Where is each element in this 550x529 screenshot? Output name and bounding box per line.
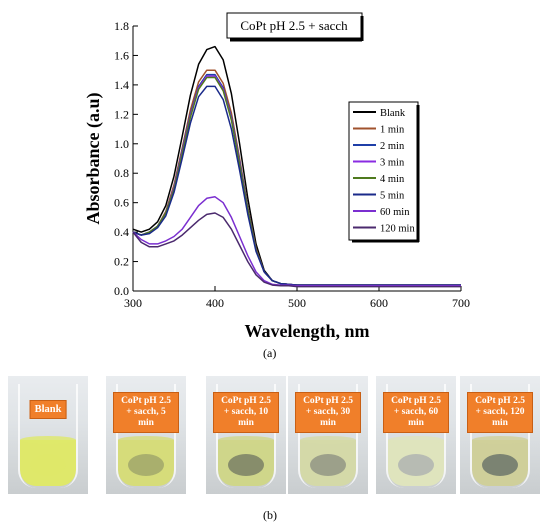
y-tick-label: 1.8 — [114, 19, 129, 33]
vial-photo: CoPt pH 2.5 + sacch, 30 min — [288, 376, 368, 494]
legend-entry: 3 min — [380, 158, 405, 169]
y-tick-label: 1.4 — [114, 78, 129, 92]
vial-label: CoPt pH 2.5 + sacch, 60 min — [383, 392, 449, 433]
y-tick-label: 0.8 — [114, 166, 129, 180]
legend-entry: 120 min — [380, 224, 415, 235]
chart-title-box: CoPt pH 2.5 + sacch — [226, 12, 364, 42]
y-axis-label: Absorbance (a.u) — [83, 92, 104, 224]
vial-liquid-surface — [300, 436, 356, 444]
y-tick-label: 0.4 — [114, 225, 129, 239]
y-tick-label: 1.6 — [114, 48, 129, 62]
vial-sample — [482, 454, 518, 476]
chart-title: CoPt pH 2.5 + sacch — [240, 18, 348, 33]
vial-glass — [116, 384, 176, 488]
vial-liquid-surface — [118, 436, 174, 444]
y-tick-label: 0.6 — [114, 196, 129, 210]
x-tick-label: 300 — [124, 296, 142, 310]
vial-photo: CoPt pH 2.5 + sacch, 60 min — [376, 376, 456, 494]
vial-liquid-surface — [218, 436, 274, 444]
vial-sample — [398, 454, 434, 476]
legend-entry: 2 min — [380, 141, 405, 152]
vial-glass — [18, 384, 78, 488]
series-line-60-min — [132, 196, 461, 287]
vial-label: CoPt pH 2.5 + sacch, 120 min — [467, 392, 533, 433]
vial-label: CoPt pH 2.5 + sacch, 5 min — [113, 392, 179, 433]
x-tick-label: 700 — [452, 296, 470, 310]
y-tick-label: 0.2 — [114, 255, 129, 269]
vial-sample — [128, 454, 164, 476]
vial-sample — [310, 454, 346, 476]
absorbance-chart: 0.0 0.2 0.4 0.6 0.8 1.0 1.2 1.4 1.6 1.8 300 400 500 6… — [83, 12, 470, 341]
vial-glass — [470, 384, 530, 488]
vial-sample — [30, 454, 66, 476]
vial-sample — [228, 454, 264, 476]
x-tick-label: 500 — [288, 296, 306, 310]
legend-entry: 1 min — [380, 125, 405, 136]
x-tick-label: 600 — [370, 296, 388, 310]
vial-photo: CoPt pH 2.5 + sacch, 5 min — [106, 376, 186, 494]
legend-entry: Blank — [380, 108, 406, 119]
vial-glass — [298, 384, 358, 488]
y-tick-label: 1.0 — [114, 137, 129, 151]
series-line-120-min — [132, 212, 461, 288]
vial-photo: CoPt pH 2.5 + sacch, 120 min — [460, 376, 540, 494]
x-axis-label: Wavelength, nm — [244, 321, 369, 341]
photo-strip: Blank CoPt pH 2.5 + sacch, 5 min CoPt pH 2… — [8, 376, 544, 494]
caption-a: (a) — [263, 346, 277, 360]
x-tick-label: 400 — [206, 296, 224, 310]
legend-frame — [348, 101, 419, 241]
vial-photo: CoPt pH 2.5 + sacch, 10 min — [206, 376, 286, 494]
vial-liquid-surface — [20, 436, 76, 444]
vial-label: Blank — [29, 400, 67, 419]
vial-label: CoPt pH 2.5 + sacch, 10 min — [213, 392, 279, 433]
chart-legend: Blank 1 min 2 min 3 min 4 min 5 min 60 min 120 … — [348, 101, 420, 243]
y-tick-label: 0.0 — [114, 284, 129, 298]
y-tick-label: 1.2 — [114, 107, 129, 121]
caption-b: (b) — [263, 508, 277, 522]
vial-liquid-surface — [472, 436, 528, 444]
vial-label: CoPt pH 2.5 + sacch, 30 min — [295, 392, 361, 433]
legend-entry: 60 min — [380, 207, 410, 218]
vial-photo: Blank — [8, 376, 88, 494]
vial-liquid-surface — [388, 436, 444, 444]
legend-entry: 4 min — [380, 174, 405, 185]
vial-glass — [216, 384, 276, 488]
vial-glass — [386, 384, 446, 488]
legend-entry: 5 min — [380, 191, 405, 202]
